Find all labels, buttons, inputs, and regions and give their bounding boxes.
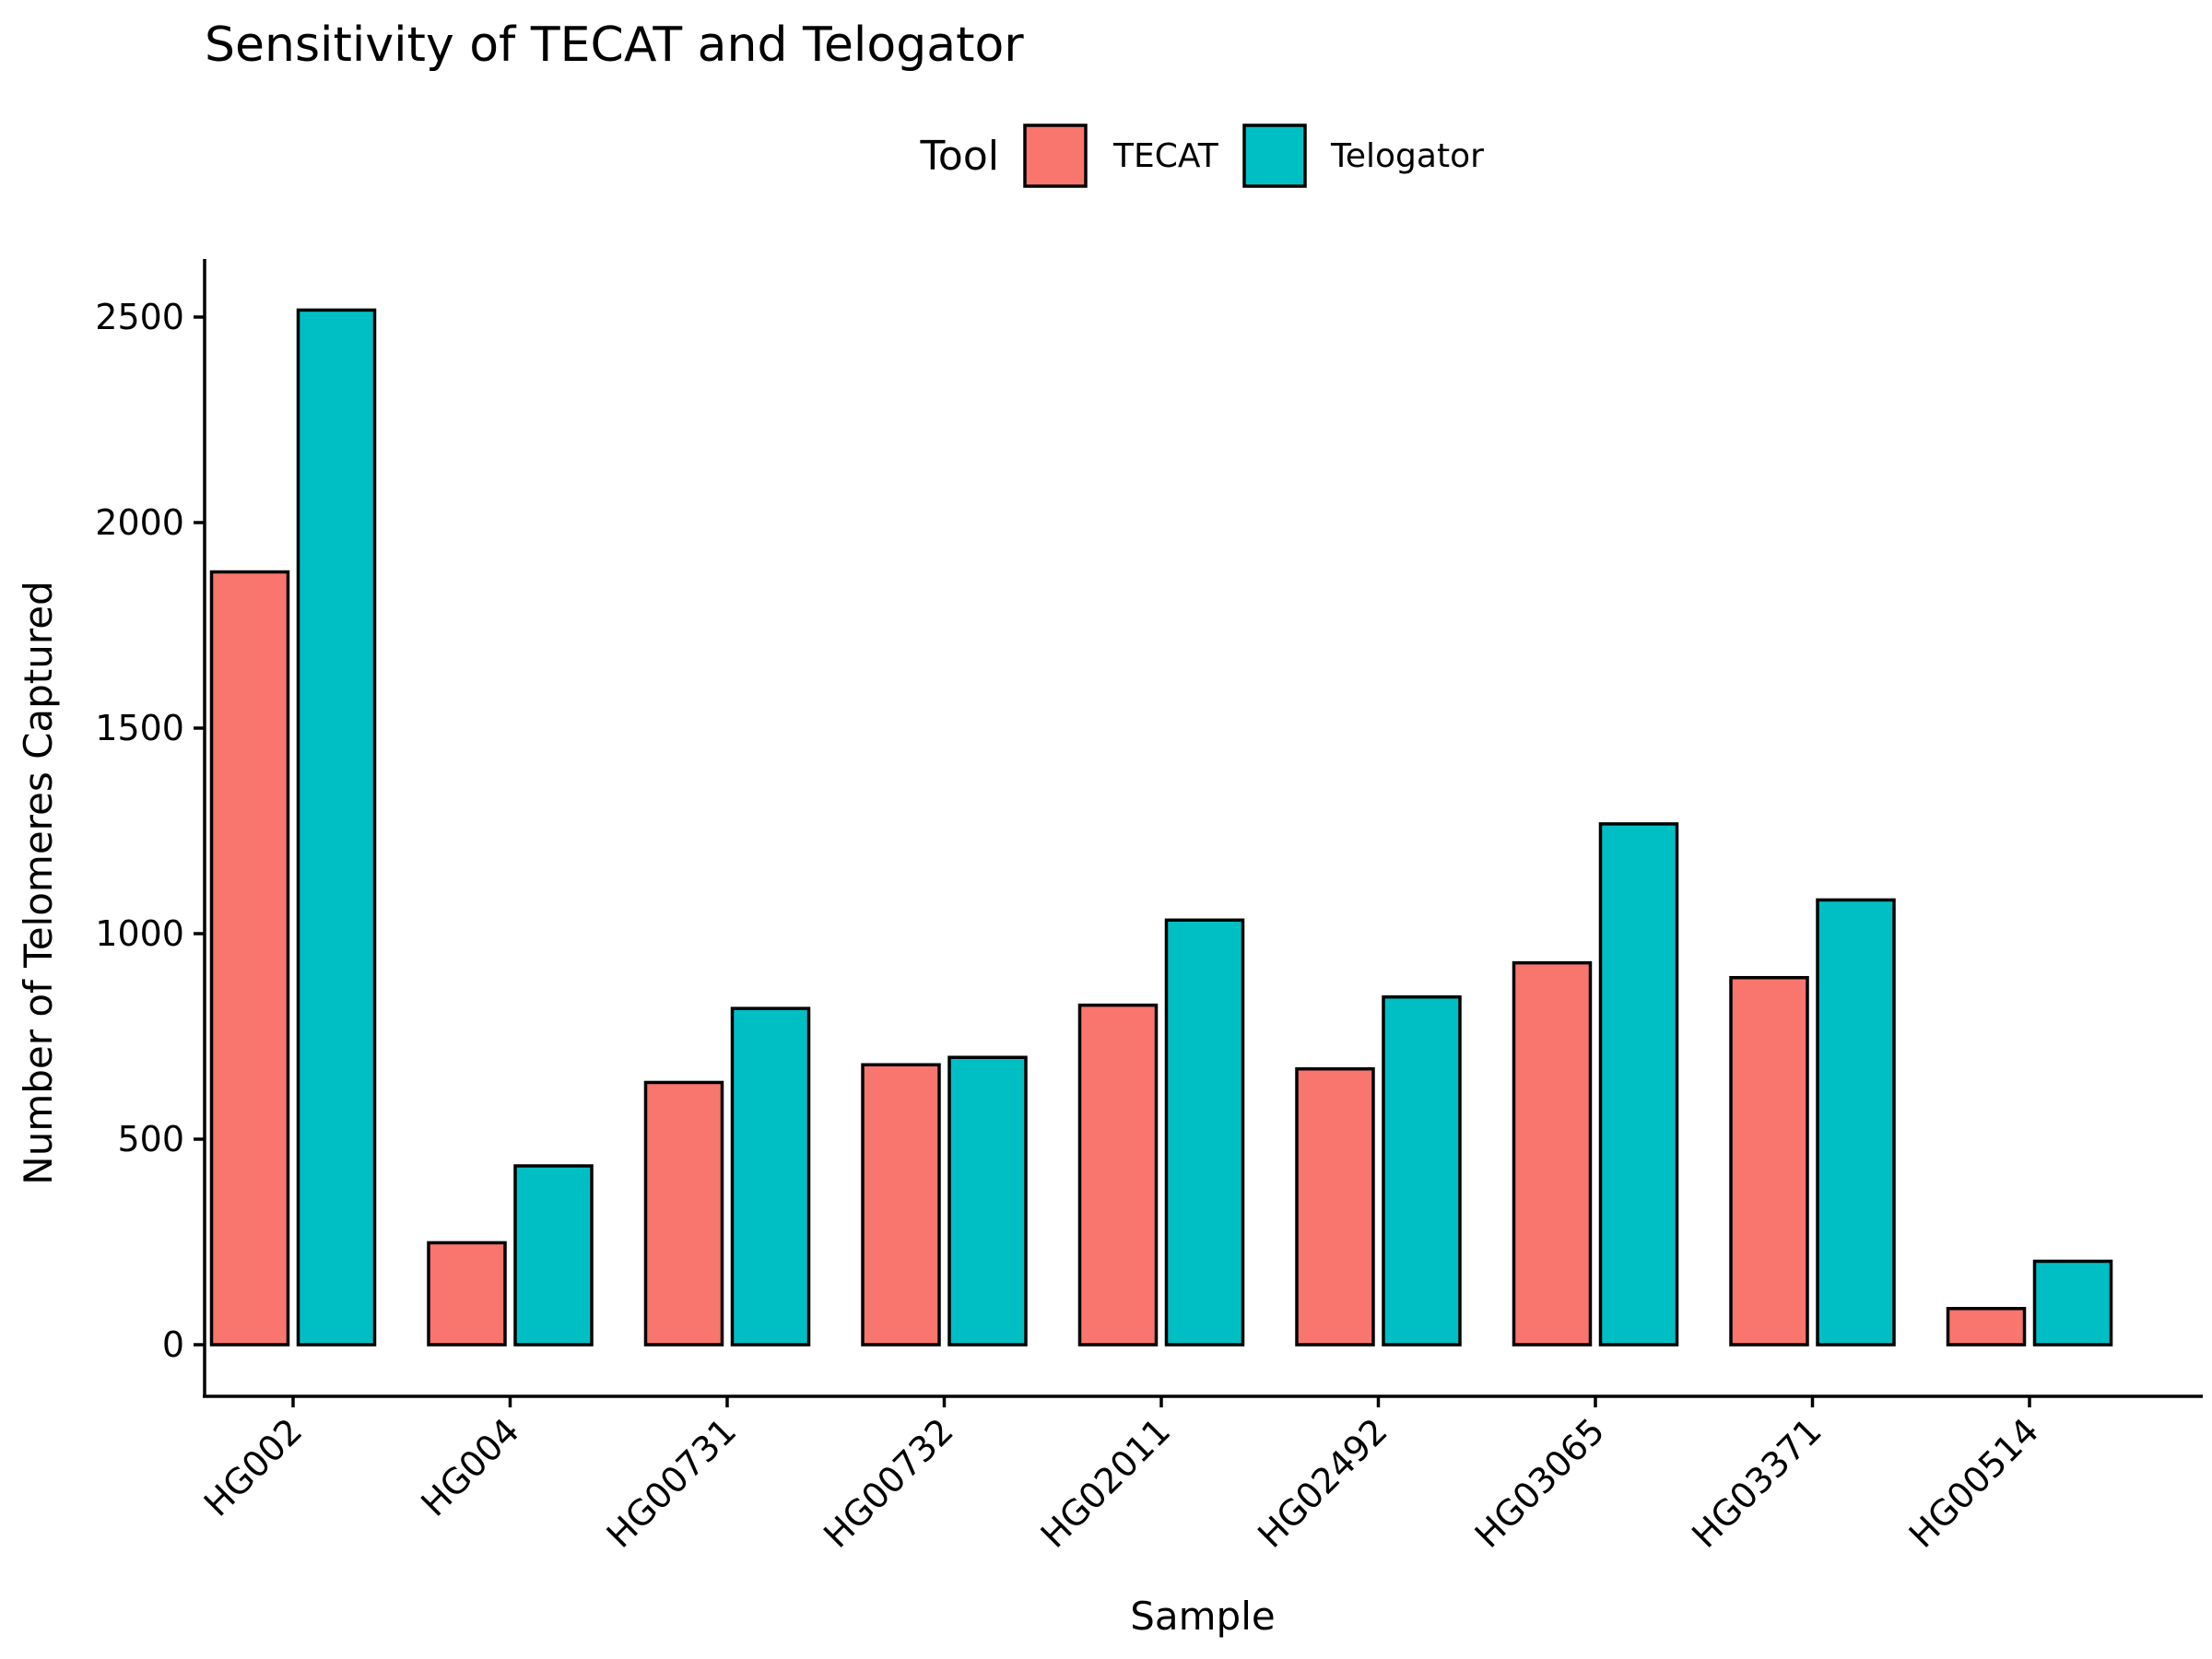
bar-telogator-hg002 (296, 308, 377, 1347)
bar-telogator-hg03065 (1598, 822, 1679, 1347)
bar-tecat-hg03065 (1512, 960, 1593, 1347)
x-tick-label: HG00732 (816, 1410, 961, 1556)
bar-tecat-hg00731 (643, 1080, 724, 1347)
x-tick-label: HG00731 (599, 1410, 745, 1556)
bar-telogator-hg02492 (1382, 994, 1462, 1347)
y-tick-label: 1000 (95, 913, 184, 954)
x-tick-label: HG002 (196, 1410, 310, 1524)
bar-tecat-hg002 (209, 570, 290, 1347)
bar-tecat-hg00732 (861, 1063, 941, 1347)
x-tick-label: HG02492 (1250, 1410, 1395, 1556)
bar-tecat-hg00514 (1946, 1307, 2027, 1347)
bar-telogator-hg004 (513, 1164, 594, 1347)
bar-telogator-hg00514 (2032, 1259, 2113, 1347)
chart-title: Sensitivity of TECAT and Telogator (205, 18, 1024, 73)
legend: Tool TECAT Telogator (920, 124, 1484, 188)
y-tick-label: 2000 (95, 502, 184, 543)
x-tick-label: HG03065 (1467, 1410, 1613, 1556)
bars (209, 308, 2113, 1347)
bar-telogator-hg00732 (947, 1055, 1028, 1347)
bar-tecat-hg02492 (1295, 1066, 1375, 1347)
y-tick-label: 0 (162, 1324, 184, 1365)
x-tick-label: HG03371 (1684, 1410, 1830, 1556)
y-tick-label: 2500 (95, 297, 184, 337)
bar-tecat-hg03371 (1729, 975, 1809, 1347)
y-axis: 0 500 1000 1500 2000 2500 (95, 259, 206, 1396)
bar-telogator-hg02011 (1164, 918, 1245, 1347)
x-axis: HG002 HG004 HG00731 HG00732 HG02011 HG02492 HG… (196, 1394, 2203, 1556)
legend-label-telogator: Telogator (1330, 137, 1484, 175)
x-tick-label: HG004 (413, 1410, 526, 1524)
bar-tecat-hg004 (427, 1241, 507, 1347)
legend-key-telogator (1242, 124, 1307, 188)
x-tick-label: HG00514 (1901, 1410, 2047, 1556)
y-tick-label: 500 (117, 1119, 184, 1159)
y-tick-label: 1500 (95, 708, 184, 748)
x-axis-title: Sample (1130, 1594, 1275, 1639)
bar-tecat-hg02011 (1077, 1003, 1159, 1347)
bar-telogator-hg00731 (730, 1006, 811, 1347)
legend-title: Tool (920, 133, 999, 180)
x-tick-label: HG02011 (1033, 1410, 1179, 1556)
legend-key-tecat (1023, 124, 1088, 188)
bar-telogator-hg03371 (1816, 898, 1896, 1347)
legend-label-tecat: TECAT (1112, 137, 1219, 175)
y-axis-title: Number of Telomeres Captured (16, 581, 61, 1184)
